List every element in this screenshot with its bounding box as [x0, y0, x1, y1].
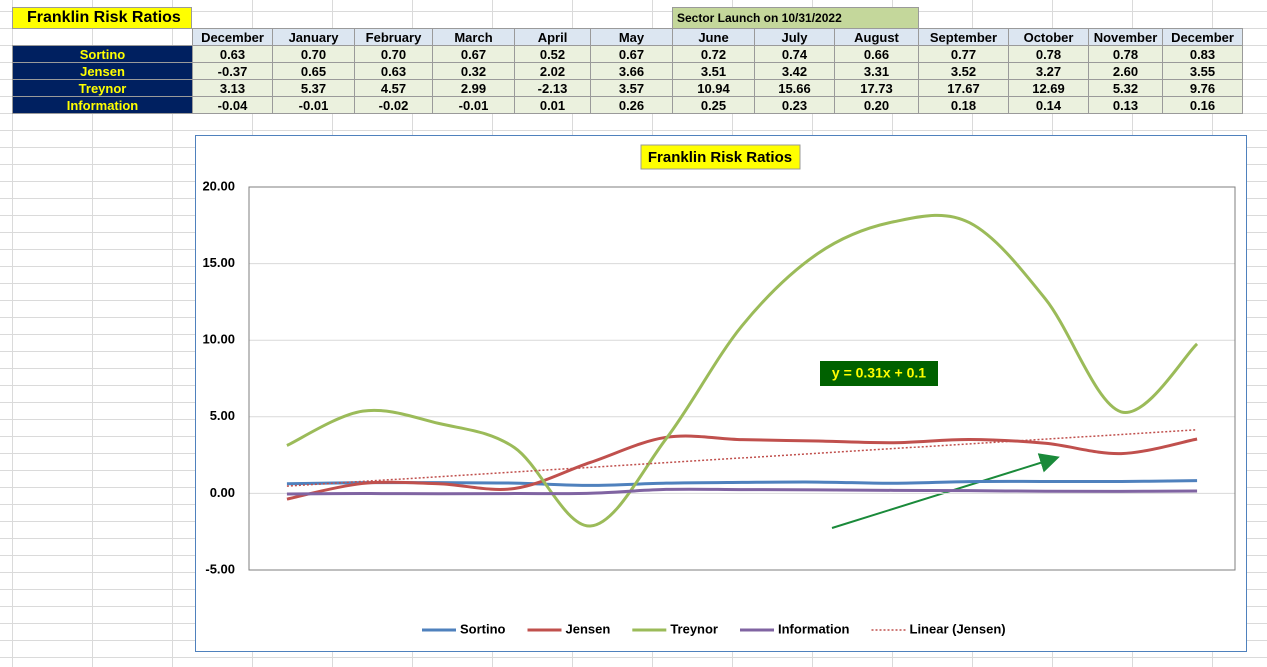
table-cell: 0.14 — [1008, 96, 1089, 114]
table-cell: -0.01 — [272, 96, 355, 114]
legend-label: Linear (Jensen) — [910, 621, 1006, 636]
column-header: May — [590, 28, 673, 46]
legend-label: Jensen — [566, 621, 611, 636]
table-cell: 3.13 — [192, 79, 273, 97]
table-cell: 0.78 — [1008, 45, 1089, 63]
table-cell: 0.70 — [354, 45, 433, 63]
series-line — [286, 434, 1198, 501]
table-cell: 9.76 — [1162, 79, 1243, 97]
table-cell: 3.57 — [590, 79, 673, 97]
table-cell: -0.37 — [192, 62, 273, 80]
table-cell: 17.73 — [834, 79, 919, 97]
sector-note: Sector Launch on 10/31/2022 — [672, 7, 919, 29]
y-tick-label: 10.00 — [202, 332, 235, 347]
table-cell: 0.23 — [754, 96, 835, 114]
chart-title-box — [640, 144, 801, 170]
table-cell: -0.02 — [354, 96, 433, 114]
row-label: Jensen — [12, 62, 193, 80]
table-cell: 0.16 — [1162, 96, 1243, 114]
table-cell: 12.69 — [1008, 79, 1089, 97]
sheet-title: Franklin Risk Ratios — [12, 7, 192, 29]
table-cell: 15.66 — [754, 79, 835, 97]
column-header: December — [192, 28, 273, 46]
column-header: September — [918, 28, 1009, 46]
table-cell: 0.83 — [1162, 45, 1243, 63]
table-cell: 0.32 — [432, 62, 515, 80]
table-cell: 0.52 — [514, 45, 591, 63]
y-tick-label: 15.00 — [202, 255, 235, 270]
table-cell: 0.70 — [272, 45, 355, 63]
table-cell: 0.67 — [432, 45, 515, 63]
table-cell: -2.13 — [514, 79, 591, 97]
y-tick-label: 20.00 — [202, 178, 235, 193]
y-tick-label: -5.00 — [205, 561, 235, 576]
table-cell: 5.32 — [1088, 79, 1163, 97]
equation-box — [820, 361, 938, 386]
series-line — [286, 487, 1198, 496]
table-cell: 0.65 — [272, 62, 355, 80]
legend-label: Information — [778, 621, 850, 636]
chart-title: Franklin Risk Ratios — [648, 149, 792, 166]
chart-frame — [195, 135, 1247, 652]
column-header: August — [834, 28, 919, 46]
table-cell: 0.78 — [1088, 45, 1163, 63]
table-cell: 0.66 — [834, 45, 919, 63]
legend-label: Treynor — [670, 621, 718, 636]
column-header: July — [754, 28, 835, 46]
table-cell: 2.02 — [514, 62, 591, 80]
column-header: January — [272, 28, 355, 46]
trend-equation: y = 0.31x + 0.1 — [832, 365, 926, 381]
column-header: February — [354, 28, 433, 46]
column-header: October — [1008, 28, 1089, 46]
table-cell: 3.55 — [1162, 62, 1243, 80]
column-header: December — [1162, 28, 1243, 46]
table-cell: 3.51 — [672, 62, 755, 80]
row-label: Sortino — [12, 45, 193, 63]
table-cell: -0.01 — [432, 96, 515, 114]
series-line — [286, 213, 1199, 528]
table-cell: 0.74 — [754, 45, 835, 63]
table-cell: 5.37 — [272, 79, 355, 97]
table-cell: 0.18 — [918, 96, 1009, 114]
table-cell: 0.63 — [354, 62, 433, 80]
table-cell: 0.20 — [834, 96, 919, 114]
row-label: Information — [12, 96, 193, 114]
table-cell: 0.67 — [590, 45, 673, 63]
table-cell: 3.66 — [590, 62, 673, 80]
y-tick-label: 5.00 — [210, 408, 235, 423]
column-header: March — [432, 28, 515, 46]
table-cell: 3.27 — [1008, 62, 1089, 80]
table-cell: 0.13 — [1088, 96, 1163, 114]
column-header: April — [514, 28, 591, 46]
column-header: June — [672, 28, 755, 46]
table-cell: 17.67 — [918, 79, 1009, 97]
table-cell: 0.01 — [514, 96, 591, 114]
table-cell: 3.42 — [754, 62, 835, 80]
column-header: November — [1088, 28, 1163, 46]
table-cell: 10.94 — [672, 79, 755, 97]
table-cell: 0.72 — [672, 45, 755, 63]
table-cell: 3.52 — [918, 62, 1009, 80]
legend-label: Sortino — [460, 621, 506, 636]
table-cell: 0.77 — [918, 45, 1009, 63]
table-cell: -0.04 — [192, 96, 273, 114]
table-cell: 0.26 — [590, 96, 673, 114]
table-cell: 0.25 — [672, 96, 755, 114]
table-cell: 2.99 — [432, 79, 515, 97]
table-cell: 4.57 — [354, 79, 433, 97]
table-cell: 3.31 — [834, 62, 919, 80]
y-tick-label: 0.00 — [210, 485, 235, 500]
row-label: Treynor — [12, 79, 193, 97]
plot-area — [248, 186, 1236, 571]
table-cell: 2.60 — [1088, 62, 1163, 80]
table-cell: 0.63 — [192, 45, 273, 63]
